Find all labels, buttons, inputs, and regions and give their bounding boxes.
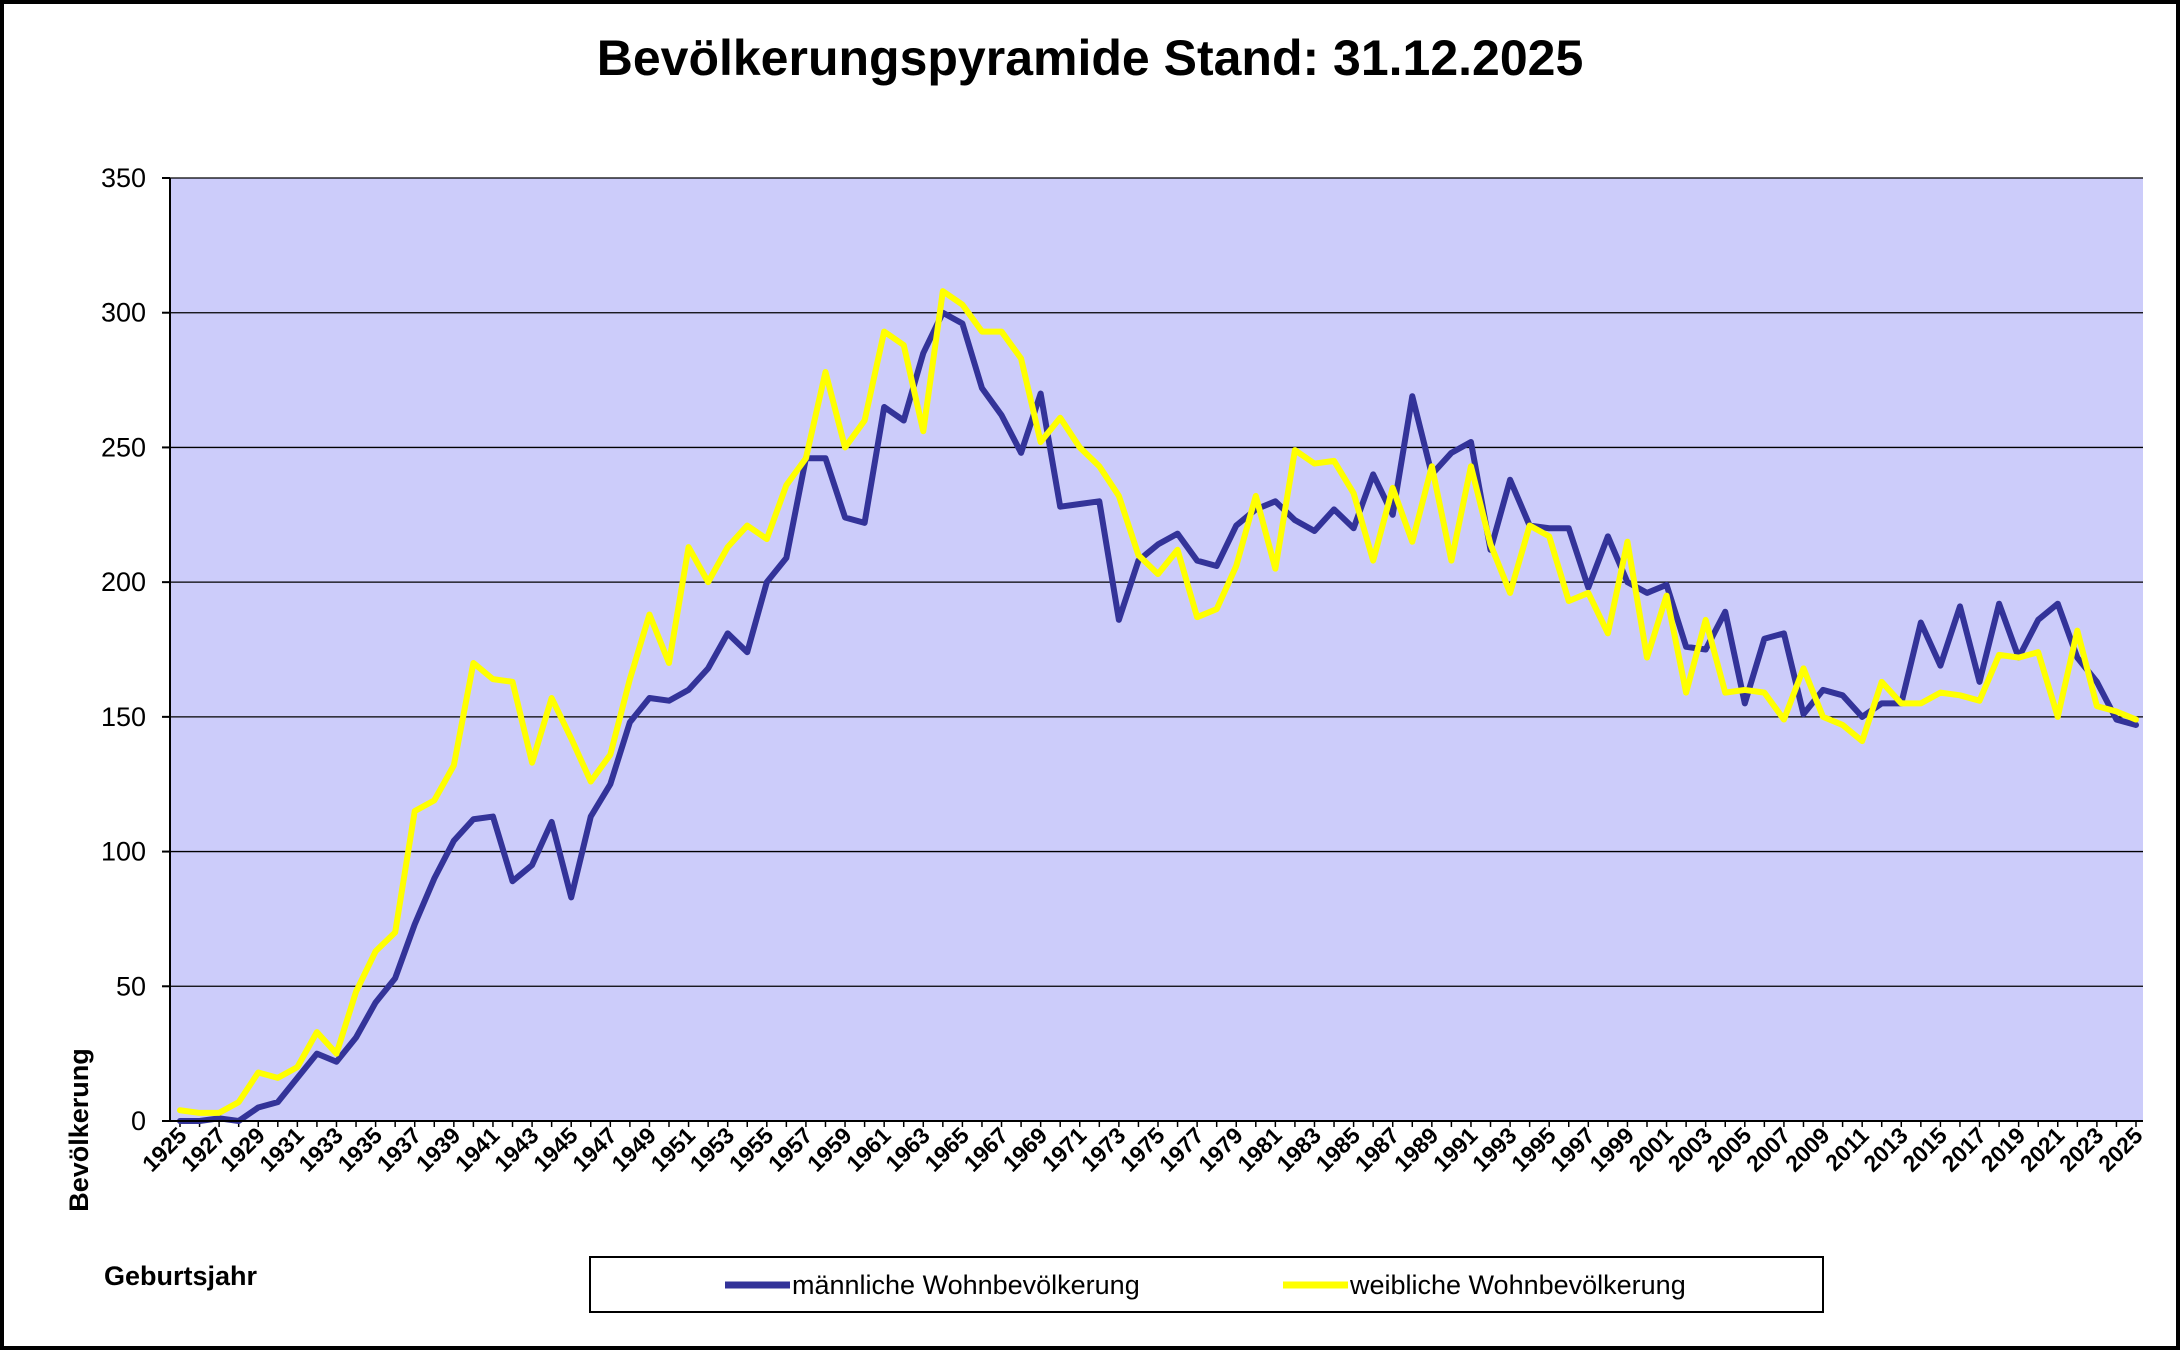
x-tick-label: 1933: [293, 1122, 348, 1177]
x-tick-label: 2023: [2054, 1122, 2109, 1177]
x-tick-label: 1963: [880, 1122, 935, 1177]
x-tick-label: 1927: [176, 1122, 231, 1177]
x-tick-label: 2005: [1702, 1122, 1757, 1177]
x-tick-label: 1969: [998, 1122, 1053, 1177]
x-tick-label: 1947: [567, 1122, 622, 1177]
x-tick-label: 1943: [489, 1122, 544, 1177]
x-tick-label: 1965: [919, 1122, 974, 1177]
x-tick-label: 1945: [528, 1122, 583, 1177]
x-tick-label: 1995: [1506, 1122, 1561, 1177]
series-lines: [177, 288, 2139, 1124]
x-tick-label: 1991: [1428, 1122, 1483, 1177]
x-tick-label: 1957: [763, 1122, 818, 1177]
x-axis-ticks: 1925192719291931193319351937193919411943…: [137, 1121, 2148, 1177]
x-tick-label: 1953: [685, 1122, 740, 1177]
x-tick-label: 1981: [1232, 1122, 1287, 1177]
x-tick-label: 1971: [1037, 1122, 1092, 1177]
y-tick-label: 150: [101, 702, 146, 732]
x-tick-label: 2019: [1976, 1122, 2031, 1177]
x-tick-label: 1979: [1193, 1122, 1248, 1177]
x-tick-label: 1949: [606, 1122, 661, 1177]
x-tick-label: 1935: [333, 1122, 388, 1177]
x-tick-label: 1961: [841, 1122, 896, 1177]
x-tick-label: 2009: [1780, 1122, 1835, 1177]
x-tick-label: 2021: [2015, 1122, 2070, 1177]
x-tick-label: 1955: [724, 1122, 779, 1177]
series-line-male: [177, 309, 2139, 1124]
x-tick-label: 1941: [450, 1122, 505, 1177]
x-tick-label: 1989: [1389, 1122, 1444, 1177]
x-tick-label: 2015: [1897, 1122, 1952, 1177]
x-tick-label: 1939: [411, 1122, 466, 1177]
x-tick-label: 2007: [1741, 1122, 1796, 1177]
x-tick-label: 2017: [1936, 1122, 1991, 1177]
legend-label-male: männliche Wohnbevölkerung: [792, 1270, 1140, 1300]
y-tick-label: 350: [101, 163, 146, 193]
y-axis-label: Bevölkerung: [64, 1048, 94, 1212]
x-tick-label: 1977: [1154, 1122, 1209, 1177]
y-tick-label: 50: [116, 971, 146, 1001]
x-tick-label: 1937: [372, 1122, 427, 1177]
x-tick-label: 1967: [958, 1122, 1013, 1177]
x-tick-label: 2011: [1820, 1122, 1874, 1176]
gridlines: [170, 177, 2143, 987]
x-tick-label: 1993: [1467, 1122, 1522, 1177]
x-tick-label: 1985: [1311, 1122, 1366, 1177]
x-tick-label: 1999: [1584, 1122, 1639, 1177]
x-tick-label: 1983: [1271, 1122, 1326, 1177]
chart-title: Bevölkerungspyramide Stand: 31.12.2025: [597, 30, 1584, 86]
legend: männliche Wohnbevölkerung weibliche Wohn…: [589, 1256, 1824, 1313]
y-tick-label: 100: [101, 837, 146, 867]
y-axis-ticks: 0 50 100 150 200 250 300 350: [101, 163, 170, 1136]
x-tick-label: 1929: [215, 1122, 270, 1177]
x-tick-label: 1973: [1076, 1122, 1131, 1177]
x-tick-label: 2001: [1624, 1122, 1679, 1177]
legend-label-female: weibliche Wohnbevölkerung: [1349, 1270, 1686, 1300]
x-tick-label: 2013: [1858, 1122, 1913, 1177]
x-tick-label: 1997: [1545, 1122, 1600, 1177]
x-tick-label: 1931: [254, 1122, 309, 1177]
plot-area: [170, 178, 2143, 1121]
x-tick-label: 1951: [646, 1122, 701, 1177]
x-axis-label: Geburtsjahr: [104, 1261, 258, 1291]
x-tick-label: 1987: [1350, 1122, 1405, 1177]
series-line-female: [177, 288, 2139, 1116]
y-tick-label: 200: [101, 567, 146, 597]
legend-box: [589, 1256, 1824, 1313]
y-tick-label: 250: [101, 432, 146, 462]
x-tick-label: 2003: [1663, 1122, 1718, 1177]
x-tick-label: 1959: [802, 1122, 857, 1177]
x-tick-label: 2025: [2093, 1122, 2148, 1177]
y-tick-label: 300: [101, 298, 146, 328]
y-tick-label: 0: [131, 1106, 146, 1136]
x-tick-label: 1975: [1115, 1122, 1170, 1177]
